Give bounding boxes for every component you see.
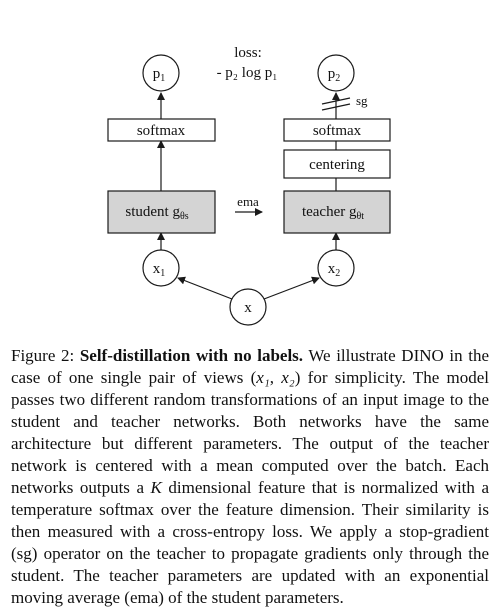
figure-caption: Figure 2: Self-distillation with no labe…: [11, 345, 489, 609]
x2-node: x2: [317, 249, 355, 287]
svg-text:x1: x1: [153, 261, 166, 279]
x1-node: x1: [142, 249, 180, 287]
teacher-label: teacher g: [302, 204, 357, 220]
p2-sub: 2: [335, 73, 340, 84]
centering-box: centering: [283, 149, 391, 179]
x-input-node: x: [229, 288, 267, 326]
caption-part3: dimensional feature that is normalized w…: [11, 478, 489, 607]
caption-part2: ) for simplicity. The model passes two d…: [11, 368, 490, 497]
p1-node: p1: [142, 54, 180, 92]
teacher-sub: θt: [356, 211, 364, 222]
svg-text:p2: p2: [328, 66, 341, 84]
figure-label: Figure 2:: [11, 346, 75, 365]
math-x1: x₁: [256, 368, 270, 387]
svg-text:student gθs: student gθs: [125, 204, 188, 222]
x1-base: x: [153, 261, 161, 277]
caption-bold-title: Self-distillation with no labels.: [79, 346, 304, 365]
stop-gradient-mark: [321, 97, 351, 111]
softmax-right-box: softmax: [283, 118, 391, 142]
p2-node: p2: [317, 54, 355, 92]
svg-text:teacher gθt: teacher gθt: [302, 204, 364, 222]
sg-label: sg: [356, 93, 368, 108]
diagram-canvas: loss: - p₂ log p₁ p1 p2 sg softma: [107, 45, 391, 326]
p1-sub: 1: [160, 73, 165, 84]
svg-text:p1: p1: [153, 66, 166, 84]
caption-comma: ,: [269, 368, 282, 387]
x1-sub: 1: [160, 268, 165, 279]
ema-label: ema: [237, 194, 259, 209]
x2-base: x: [328, 261, 336, 277]
x-label: x: [244, 300, 252, 316]
x2-sub: 2: [335, 268, 340, 279]
centering-label: centering: [309, 157, 365, 173]
dino-diagram: loss: - p₂ log p₁ p1 p2 sg softma: [107, 45, 391, 326]
p2-base: p: [328, 66, 336, 82]
caption-part1: We illustrate DINO in the case of one si…: [11, 346, 489, 387]
x-to-x1-arrow: [177, 276, 233, 300]
student-network-box: student gθs: [107, 190, 216, 234]
student-sub: θs: [180, 211, 189, 222]
loss-formula: - p₂ log p₁: [217, 65, 278, 81]
softmax-left-box: softmax: [107, 118, 216, 142]
loss-title: loss:: [234, 45, 262, 61]
math-K: K: [150, 478, 162, 497]
teacher-network-box: teacher gθt: [283, 190, 391, 234]
softmax-left-label: softmax: [137, 123, 186, 139]
p1-base: p: [153, 66, 161, 82]
student-label: student g: [125, 204, 180, 220]
x-to-x2-arrow: [263, 276, 320, 300]
math-x2: x₂: [281, 368, 295, 387]
svg-text:x2: x2: [328, 261, 341, 279]
softmax-right-label: softmax: [313, 123, 362, 139]
